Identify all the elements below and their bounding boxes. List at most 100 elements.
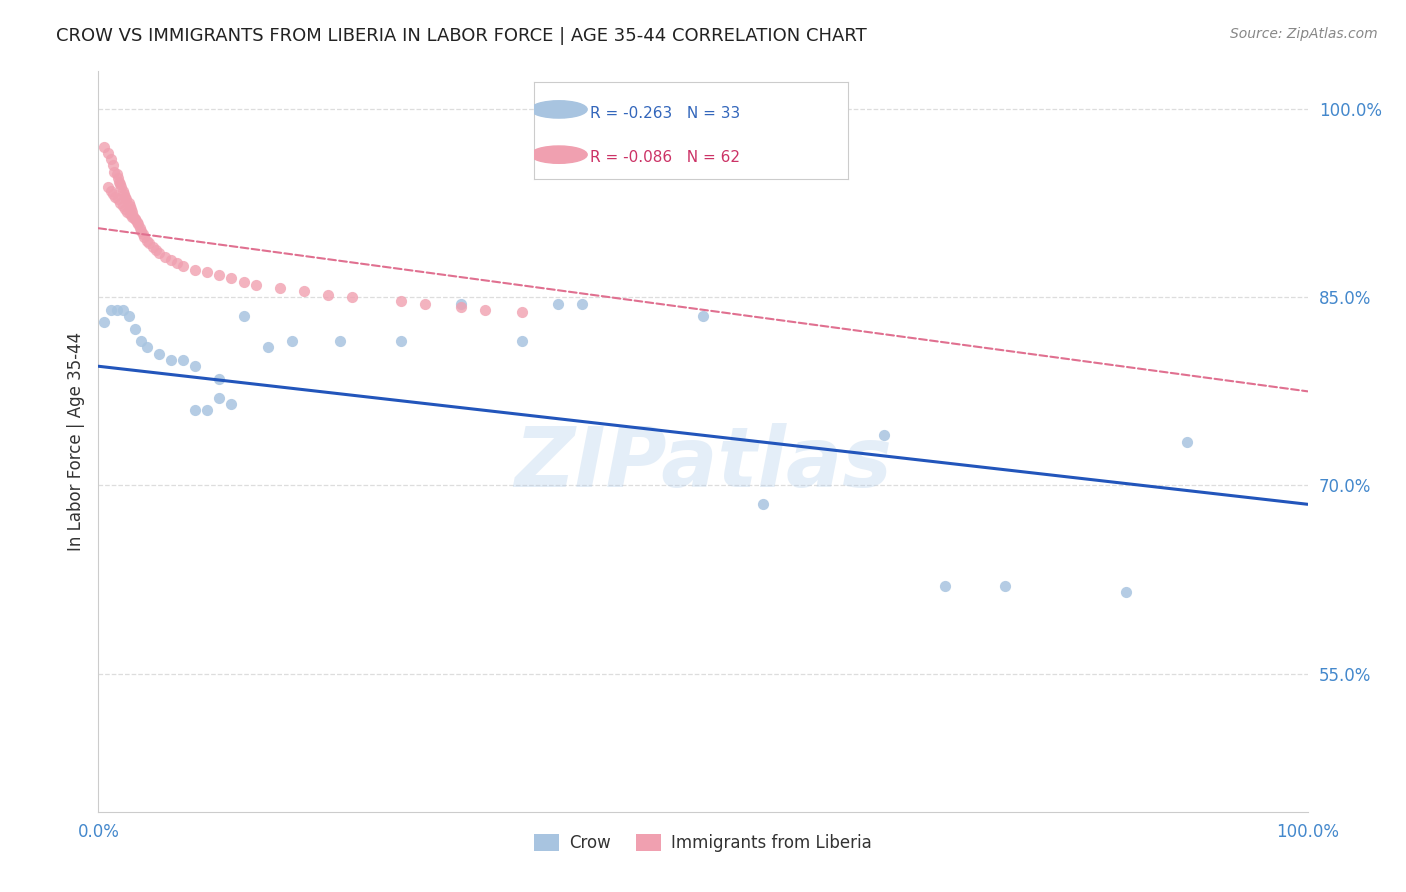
Point xyxy=(148,347,170,361)
Point xyxy=(450,296,472,310)
Point xyxy=(103,165,125,179)
Point xyxy=(148,246,170,260)
Point xyxy=(195,265,218,279)
Point xyxy=(135,340,157,354)
Point xyxy=(127,218,149,232)
Point xyxy=(184,262,207,277)
Point xyxy=(100,152,122,166)
Point xyxy=(127,215,149,229)
Point xyxy=(873,428,896,442)
Point xyxy=(232,275,254,289)
Point xyxy=(111,199,134,213)
Point xyxy=(256,340,278,354)
Point xyxy=(994,579,1017,593)
Point xyxy=(389,293,412,308)
Point xyxy=(117,205,139,219)
Point xyxy=(184,359,207,374)
Point xyxy=(105,302,128,317)
Point xyxy=(118,196,141,211)
Point xyxy=(245,277,267,292)
Point xyxy=(221,397,243,411)
Point xyxy=(134,230,156,244)
Point xyxy=(142,240,165,254)
Y-axis label: In Labor Force | Age 35-44: In Labor Force | Age 35-44 xyxy=(66,332,84,551)
Point xyxy=(208,391,231,405)
Point xyxy=(108,178,131,192)
Point xyxy=(118,207,141,221)
Point xyxy=(474,302,496,317)
Point xyxy=(1175,434,1198,449)
Point xyxy=(104,190,127,204)
Point xyxy=(107,192,129,206)
Point xyxy=(547,296,569,310)
Point xyxy=(934,579,956,593)
Point xyxy=(292,284,315,298)
Point xyxy=(135,234,157,248)
Point xyxy=(1115,585,1137,599)
Legend: Crow, Immigrants from Liberia: Crow, Immigrants from Liberia xyxy=(527,828,879,859)
Point xyxy=(124,212,146,227)
Point xyxy=(107,171,129,186)
Point xyxy=(108,175,131,189)
Point xyxy=(111,302,134,317)
Point xyxy=(105,167,128,181)
Point xyxy=(114,190,136,204)
Point xyxy=(413,296,436,310)
Point xyxy=(101,187,124,202)
Point xyxy=(121,205,143,219)
Point xyxy=(172,353,194,368)
Point xyxy=(232,309,254,323)
Point xyxy=(389,334,412,348)
Point xyxy=(121,210,143,224)
Point xyxy=(132,227,155,242)
Point xyxy=(118,199,141,213)
Point xyxy=(124,212,146,227)
Point xyxy=(316,287,339,301)
Point xyxy=(510,305,533,319)
Point xyxy=(153,250,176,264)
Point xyxy=(118,309,141,323)
Point xyxy=(510,334,533,348)
Point xyxy=(160,353,183,368)
Point xyxy=(692,309,714,323)
Point xyxy=(329,334,352,348)
Point xyxy=(100,302,122,317)
Point xyxy=(342,290,364,304)
Point xyxy=(120,202,142,217)
Point xyxy=(112,187,135,202)
Point xyxy=(571,296,593,310)
Point xyxy=(269,281,291,295)
Point xyxy=(752,497,775,511)
Point xyxy=(93,139,115,153)
Point xyxy=(124,321,146,335)
Point xyxy=(145,243,167,257)
Point xyxy=(129,224,152,238)
Point xyxy=(184,403,207,417)
Point xyxy=(450,300,472,314)
Point xyxy=(110,179,132,194)
Point xyxy=(160,252,183,267)
Point xyxy=(129,334,152,348)
Point xyxy=(111,184,134,198)
Text: ZIPatlas: ZIPatlas xyxy=(515,423,891,504)
Point xyxy=(172,259,194,273)
Point xyxy=(93,315,115,329)
Point xyxy=(100,184,122,198)
Point xyxy=(114,202,136,217)
Point xyxy=(195,403,218,417)
Point xyxy=(208,268,231,282)
Text: Source: ZipAtlas.com: Source: ZipAtlas.com xyxy=(1230,27,1378,41)
Point xyxy=(138,236,160,251)
Point xyxy=(97,179,120,194)
Point xyxy=(108,196,131,211)
Point xyxy=(122,209,145,223)
Point xyxy=(281,334,304,348)
Point xyxy=(115,192,138,206)
Text: CROW VS IMMIGRANTS FROM LIBERIA IN LABOR FORCE | AGE 35-44 CORRELATION CHART: CROW VS IMMIGRANTS FROM LIBERIA IN LABOR… xyxy=(56,27,868,45)
Point xyxy=(128,221,150,235)
Point xyxy=(221,271,243,285)
Point xyxy=(97,145,120,160)
Point xyxy=(208,372,231,386)
Point xyxy=(166,256,188,270)
Point xyxy=(101,159,124,173)
